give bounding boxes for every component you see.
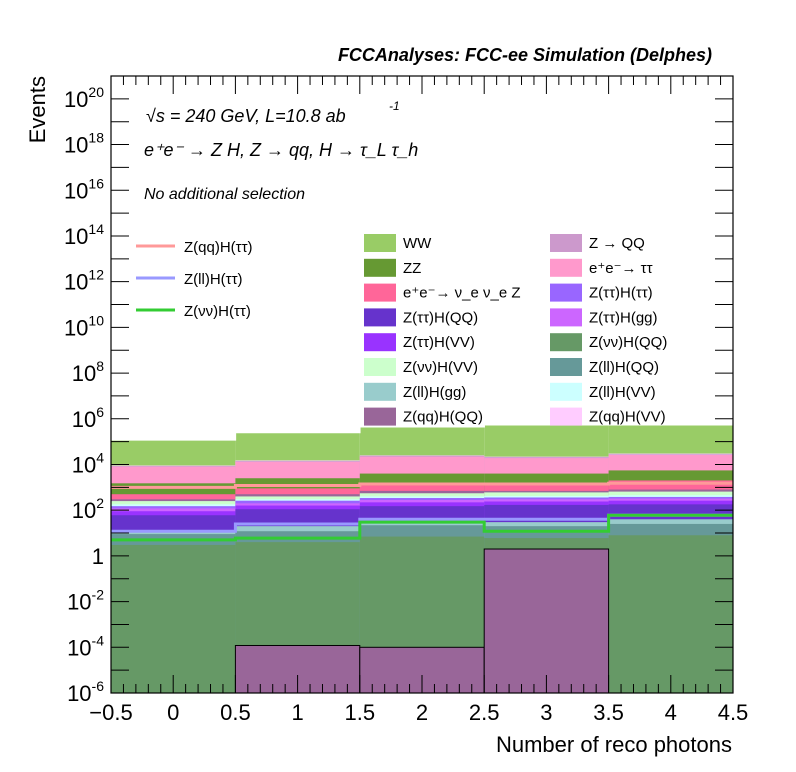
legend-swatch — [550, 234, 582, 252]
legend-label: e⁺e⁻→ ν_e ν_e Z — [403, 285, 521, 302]
y-tick-label: 1018 — [64, 130, 104, 158]
energy-text: √s = 240 GeV, L=10.8 ab — [146, 106, 346, 126]
signal-line-z-qq-h — [111, 481, 733, 489]
y-tick-label: 102 — [72, 495, 104, 523]
x-tick-label: 3.5 — [593, 700, 624, 725]
x-tick-label: 2 — [416, 700, 428, 725]
y-tick-label: 106 — [72, 404, 104, 432]
energy-annotation: √s = 240 GeV, L=10.8 ab -1 — [146, 99, 400, 126]
x-tick-label: 4.5 — [718, 700, 749, 725]
lumi-exponent: -1 — [389, 99, 400, 113]
legend-label: Z(qq)H(QQ) — [403, 409, 483, 426]
legend-label: Z(ττ)H(ττ) — [589, 285, 653, 302]
legend-swatch — [550, 258, 582, 277]
legend-swatch — [364, 333, 396, 352]
selection-annotation: No additional selection — [144, 186, 305, 203]
y-tick-label: 1012 — [64, 267, 104, 295]
legend-label: Z(ll)H(VV) — [589, 384, 656, 401]
legend-label: Z(ll)H(gg) — [403, 384, 466, 401]
y-tick-label: 1010 — [64, 312, 104, 340]
legend-swatch — [550, 333, 582, 352]
legend-swatch — [364, 258, 396, 277]
legend-label: Z(qq)H(VV) — [589, 409, 666, 426]
legend-label: Z(νν)H(VV) — [403, 359, 478, 376]
x-axis-label: Number of reco photons — [496, 732, 732, 757]
legend-label: Z(ll)H(QQ) — [589, 359, 659, 376]
bar-z-vv-h-qq-bin-0 — [111, 544, 236, 693]
legend-label: Z(ττ)H(gg) — [589, 309, 658, 326]
x-tick-label: 3 — [540, 700, 552, 725]
y-tick-label: 1020 — [64, 84, 104, 112]
signal-lines — [111, 481, 733, 542]
legend-label: Z → QQ — [589, 235, 645, 252]
x-tick-label: 1 — [291, 700, 303, 725]
y-tick-label: 10-2 — [67, 587, 104, 615]
y-tick-label: 1 — [92, 544, 104, 569]
x-tick-label: 0.5 — [220, 700, 251, 725]
legend: Z(qq)H(ττ) Z(ll)H(ττ) Z(νν)H(ττ) WW ZZ e⁺e⁻→ … — [136, 234, 667, 426]
legend-label: ZZ — [403, 260, 421, 277]
y-axis-ticks: 10-6 10-4 10-2 1 102 104 106 108 1010 1012 1014 101… — [64, 84, 733, 706]
legend-label: e⁺e⁻→ ττ — [589, 260, 653, 277]
legend-swatch — [364, 382, 396, 401]
y-tick-label: 10-4 — [67, 632, 104, 660]
legend-label: Z(νν)H(QQ) — [589, 334, 667, 351]
y-tick-label: 104 — [72, 449, 104, 477]
legend-swatch — [550, 358, 582, 376]
x-tick-label: −0.5 — [89, 700, 132, 725]
x-tick-label: 2.5 — [469, 700, 500, 725]
bar-bottom-z-qq-h-qq-bin-3 — [483, 548, 610, 694]
y-axis-label: Events — [25, 76, 50, 143]
legend-swatch — [550, 407, 582, 426]
x-tick-label: 0 — [167, 700, 179, 725]
legend-swatch — [364, 283, 396, 302]
stacked-bars — [111, 423, 733, 694]
process-annotation: e⁺e⁻ → Z H, Z → qq, H → τ_L τ_h — [144, 140, 418, 160]
legend-swatch — [550, 308, 582, 327]
legend-signal-label: Z(ll)H(ττ) — [184, 271, 243, 288]
legend-swatch — [550, 283, 582, 302]
legend-signal-label: Z(qq)H(ττ) — [184, 239, 253, 256]
legend-swatch — [364, 308, 396, 327]
legend-swatch — [550, 382, 582, 401]
bar-z-vv-h-qq-bin-4 — [608, 535, 733, 693]
legend-label: WW — [403, 235, 432, 252]
legend-swatch — [364, 234, 396, 252]
x-axis-ticks: −0.5 0 0.5 1 1.5 2 2.5 3 3.5 4 4.5 — [89, 76, 748, 725]
y-tick-label: 1016 — [64, 175, 104, 203]
legend-swatch — [364, 358, 396, 376]
y-tick-label: 1014 — [64, 221, 104, 249]
legend-label: Z(ττ)H(VV) — [403, 334, 475, 351]
legend-label: Z(ττ)H(QQ) — [403, 309, 478, 326]
x-tick-label: 4 — [665, 700, 677, 725]
chart-title: FCCAnalyses: FCC-ee Simulation (Delphes) — [338, 45, 712, 65]
signal-line-z-h — [111, 513, 733, 542]
y-tick-label: 108 — [72, 358, 104, 386]
y-tick-label: 10-6 — [67, 678, 104, 706]
legend-signal-label: Z(νν)H(ττ) — [184, 303, 251, 320]
legend-swatch — [364, 407, 396, 426]
x-tick-label: 1.5 — [345, 700, 376, 725]
